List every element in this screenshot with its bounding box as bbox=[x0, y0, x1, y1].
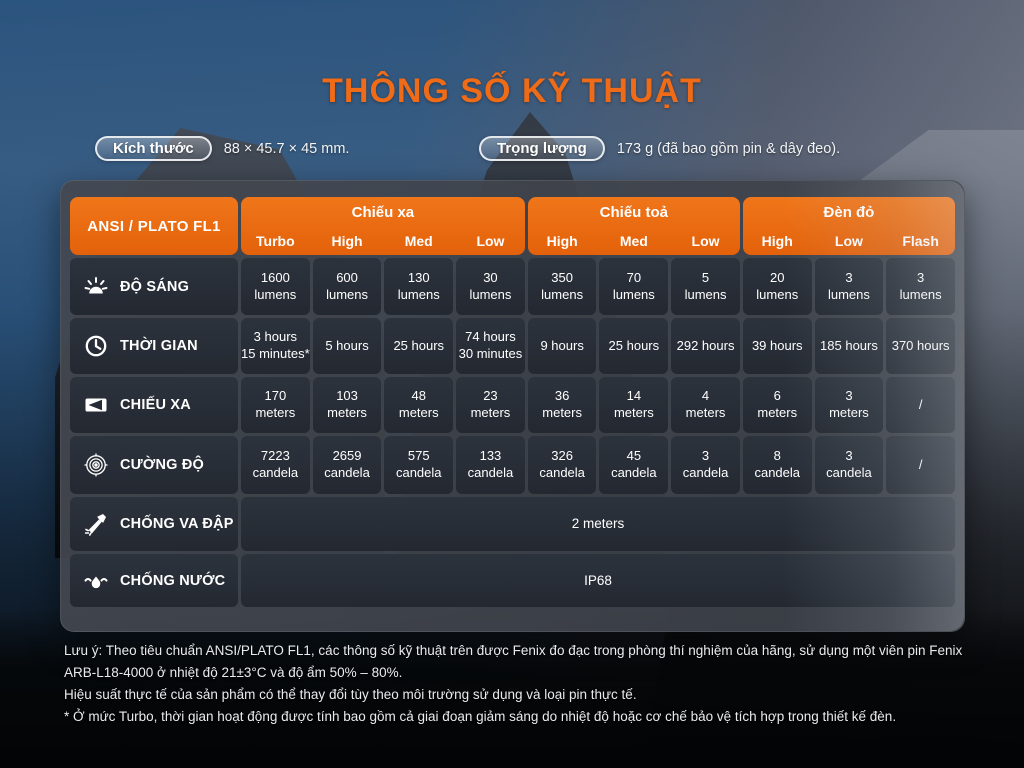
dimensions-badge: Kích thước bbox=[95, 136, 212, 161]
spec-value-cell: 170 meters bbox=[241, 377, 310, 433]
spec-row-label: CHỐNG VA ĐẬP bbox=[70, 497, 238, 551]
spec-row-label-text: ĐỘ SÁNG bbox=[120, 278, 190, 295]
spec-row-label-text: CHỐNG NƯỚC bbox=[120, 572, 226, 589]
mode-label: Med bbox=[619, 233, 648, 249]
spec-value-cell: 3 hours 15 minutes* bbox=[241, 318, 310, 374]
mode-labels: Turbo High Med Low bbox=[241, 233, 525, 249]
badge-row: Kích thước 88 × 45.7 × 45 mm. Trọng lượn… bbox=[0, 136, 1024, 166]
spec-row-label: THỜI GIAN bbox=[70, 318, 238, 374]
mode-group-header-3: Đèn đỏ High Low Flash bbox=[742, 197, 955, 255]
spec-span-value-cell: 2 meters bbox=[241, 497, 955, 551]
spec-value-cell: 39 hours bbox=[742, 318, 812, 374]
spec-value-cell: 8 candela bbox=[742, 436, 812, 494]
mode-group-title: Chiếu toả bbox=[599, 204, 669, 221]
spec-value-cell: 103 meters bbox=[312, 377, 382, 433]
spec-notes: Lưu ý: Theo tiêu chuẩn ANSI/PLATO FL1, c… bbox=[64, 640, 964, 727]
spec-value-cell: 3 candela bbox=[814, 436, 884, 494]
brightness-icon bbox=[83, 274, 109, 300]
mode-labels: High Med Low bbox=[528, 233, 740, 249]
spec-value-cell: 2659 candela bbox=[312, 436, 382, 494]
spec-value-cell: 5 hours bbox=[312, 318, 382, 374]
mode-label: Low bbox=[834, 233, 863, 249]
spec-value-cell: 4 meters bbox=[671, 377, 740, 433]
spec-value-cell: 1600 lumens bbox=[241, 258, 310, 315]
spec-panel: ANSI / PLATO FL1 Chiếu xa Turbo High Med Low C… bbox=[60, 180, 965, 632]
runtime-clock-icon bbox=[83, 333, 109, 359]
spec-value-cell: 6 meters bbox=[742, 377, 812, 433]
weight-badge: Trọng lượng bbox=[479, 136, 605, 161]
spec-value-cell: / bbox=[886, 377, 955, 433]
mode-label: High bbox=[331, 233, 363, 249]
spec-value-cell: 14 meters bbox=[599, 377, 669, 433]
weight-value: 173 g (đã bao gồm pin & dây đeo). bbox=[616, 140, 841, 157]
note-line: * Ở mức Turbo, thời gian hoạt động được … bbox=[64, 708, 897, 724]
mode-label: High bbox=[761, 233, 793, 249]
dimensions-group: Kích thước 88 × 45.7 × 45 mm. bbox=[95, 136, 349, 161]
weight-group: Trọng lượng 173 g (đã bao gồm pin & dây … bbox=[479, 136, 840, 161]
spec-value-cell: 7223 candela bbox=[241, 436, 310, 494]
spec-value-cell: 70 lumens bbox=[599, 258, 669, 315]
spec-value-cell: 133 candela bbox=[456, 436, 525, 494]
spec-value-cell: 23 meters bbox=[456, 377, 525, 433]
spec-value-cell: 350 lumens bbox=[527, 258, 597, 315]
spec-row-label: CHỐNG NƯỚC bbox=[70, 554, 238, 607]
spec-value-cell: 74 hours 30 minutes bbox=[456, 318, 525, 374]
spec-row-label-text: CƯỜNG ĐỘ bbox=[120, 457, 204, 473]
mode-label: Low bbox=[691, 233, 720, 249]
mode-labels: High Low Flash bbox=[743, 233, 955, 249]
note-line: Hiệu suất thực tế của sản phẩm có thể th… bbox=[64, 686, 637, 702]
waterproof-splash-icon bbox=[83, 568, 109, 594]
spec-value-cell: 600 lumens bbox=[312, 258, 382, 315]
spec-value-cell: 3 lumens bbox=[886, 258, 955, 315]
spec-row-label: CƯỜNG ĐỘ bbox=[70, 436, 238, 494]
beam-distance-icon bbox=[83, 392, 109, 418]
mode-group-header-1: Chiếu xa Turbo High Med Low bbox=[241, 197, 525, 255]
spec-row-label-text: THỜI GIAN bbox=[120, 338, 198, 354]
mode-group-title: Chiếu xa bbox=[351, 204, 415, 221]
mode-group-title: Đèn đỏ bbox=[823, 204, 875, 221]
spec-value-cell: 292 hours bbox=[671, 318, 740, 374]
spec-value-cell: 9 hours bbox=[527, 318, 597, 374]
spec-value-cell: 48 meters bbox=[384, 377, 454, 433]
intensity-target-icon bbox=[83, 452, 109, 478]
spec-value-cell: 3 meters bbox=[814, 377, 884, 433]
spec-row-label: ĐỘ SÁNG bbox=[70, 258, 238, 315]
spec-span-value-cell: IP68 bbox=[241, 554, 955, 607]
spec-value-cell: 185 hours bbox=[814, 318, 884, 374]
mode-label: Turbo bbox=[256, 233, 295, 249]
mode-label: Flash bbox=[902, 233, 939, 249]
spec-row-label-text: CHỐNG VA ĐẬP bbox=[120, 516, 234, 532]
spec-value-cell: 36 meters bbox=[527, 377, 597, 433]
spec-value-cell: / bbox=[886, 436, 955, 494]
spec-value-cell: 130 lumens bbox=[384, 258, 454, 315]
note-line: Lưu ý: Theo tiêu chuẩn ANSI/PLATO FL1, c… bbox=[64, 643, 963, 680]
spec-row-label: CHIẾU XA bbox=[70, 377, 238, 433]
page-title: THÔNG SỐ KỸ THUẬT bbox=[322, 72, 702, 110]
spec-row-label-text: CHIẾU XA bbox=[120, 397, 191, 413]
spec-value-cell: 30 lumens bbox=[456, 258, 525, 315]
mode-label: High bbox=[546, 233, 578, 249]
spec-value-cell: 45 candela bbox=[599, 436, 669, 494]
spec-value-cell: 370 hours bbox=[886, 318, 955, 374]
spec-value-cell: 3 lumens bbox=[814, 258, 884, 315]
spec-value-cell: 25 hours bbox=[599, 318, 669, 374]
spec-value-cell: 5 lumens bbox=[671, 258, 740, 315]
spec-value-cell: 326 candela bbox=[527, 436, 597, 494]
spec-value-cell: 20 lumens bbox=[742, 258, 812, 315]
spec-value-cell: 25 hours bbox=[384, 318, 454, 374]
spec-value-cell: 3 candela bbox=[671, 436, 740, 494]
ansi-plato-fl1-header: ANSI / PLATO FL1 bbox=[70, 197, 238, 255]
mode-label: Med bbox=[404, 233, 433, 249]
mode-group-header-2: Chiếu toả High Med Low bbox=[527, 197, 740, 255]
impact-hammer-icon bbox=[83, 511, 109, 537]
mode-label: Low bbox=[476, 233, 505, 249]
spec-table: ANSI / PLATO FL1 Chiếu xa Turbo High Med Low C… bbox=[70, 197, 955, 607]
dimensions-value: 88 × 45.7 × 45 mm. bbox=[223, 140, 350, 157]
spec-value-cell: 575 candela bbox=[384, 436, 454, 494]
